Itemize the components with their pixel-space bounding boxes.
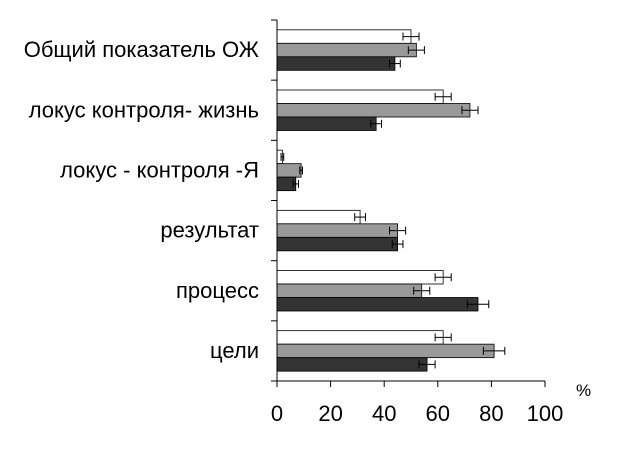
bar	[276, 330, 444, 345]
bar	[276, 42, 417, 58]
bar	[276, 297, 479, 312]
category-label: локус - контроля -Я	[60, 157, 259, 182]
bar	[276, 56, 396, 71]
x-tick-label: 100	[527, 401, 564, 426]
x-tick-label: 40	[372, 401, 396, 426]
bar	[276, 343, 495, 359]
x-tick-label: 80	[479, 401, 503, 426]
bar	[276, 283, 423, 298]
bar	[276, 103, 471, 118]
x-tick-label: 60	[426, 401, 450, 426]
error-bars-layer	[280, 32, 506, 369]
category-label: Общий показатель ОЖ	[24, 37, 260, 62]
axes-layer	[271, 19, 546, 387]
category-label: локус контроля- жизнь	[29, 97, 259, 122]
category-label: цели	[210, 338, 259, 363]
bar	[276, 89, 444, 104]
bars-layer	[276, 29, 495, 372]
bar	[276, 209, 361, 225]
category-label: результат	[160, 218, 259, 243]
bar	[276, 116, 377, 131]
category-label: процесс	[176, 278, 259, 303]
bar	[276, 29, 412, 44]
labels-layer: Общий показатель ОЖ локус контроля- жизнь…	[24, 37, 564, 426]
bar	[276, 223, 398, 238]
bar	[276, 236, 398, 252]
bar	[276, 357, 428, 372]
bar	[276, 163, 302, 178]
x-unit-label: %	[576, 381, 591, 400]
x-tick-label: 20	[318, 401, 342, 426]
x-tick-label: 0	[271, 401, 283, 426]
bar	[276, 270, 444, 285]
